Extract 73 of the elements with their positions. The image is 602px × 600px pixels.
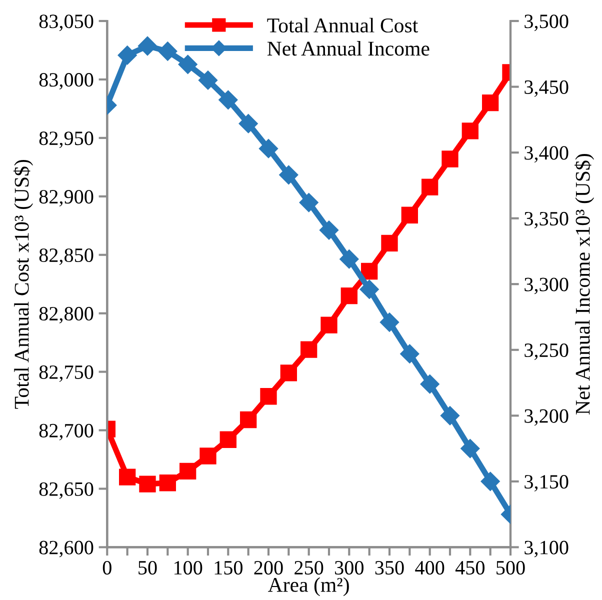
x-axis-title: Area (m²) <box>268 577 349 596</box>
x-tick-label: 500 <box>496 560 525 575</box>
point <box>442 150 458 168</box>
point <box>158 42 178 61</box>
point <box>380 312 400 332</box>
point <box>178 54 198 74</box>
point <box>340 287 358 304</box>
point <box>320 316 338 334</box>
point <box>340 250 359 269</box>
x-tick-label: 450 <box>455 560 484 575</box>
point <box>460 439 480 458</box>
x-tick-label: 300 <box>335 560 364 575</box>
point <box>462 122 478 140</box>
point <box>319 220 339 240</box>
point <box>381 234 398 252</box>
x-tick-label: 250 <box>294 560 324 575</box>
y2-tick-label: 3,100 <box>524 540 568 558</box>
point <box>240 411 257 428</box>
point <box>440 406 460 426</box>
point <box>159 474 176 492</box>
x-tick-label: 150 <box>214 560 242 575</box>
y2-tick-label: 3,400 <box>524 146 568 163</box>
point <box>401 206 418 224</box>
point <box>400 344 420 364</box>
point <box>118 46 137 65</box>
point <box>421 178 438 196</box>
point <box>360 262 378 280</box>
x-tick-label: 0 <box>102 560 112 575</box>
point <box>118 468 136 486</box>
point <box>258 139 278 158</box>
point <box>480 472 500 491</box>
point <box>279 165 298 184</box>
legend-label: Net Annual Income <box>267 41 430 56</box>
y-tick-label: 82,850 <box>39 248 94 265</box>
x-tick-label: 350 <box>375 560 404 575</box>
point <box>360 280 379 299</box>
point <box>198 70 218 90</box>
y2-axis-title: Net Annual Income x10³ (US$) <box>574 154 594 414</box>
point <box>299 193 318 212</box>
x-tick-label: 50 <box>138 560 157 575</box>
point <box>238 114 258 134</box>
point <box>300 341 318 358</box>
y-tick-label: 82,600 <box>39 540 94 558</box>
point <box>280 364 297 382</box>
y-tick-label: 82,650 <box>39 482 94 499</box>
y-tick-label: 83,050 <box>39 14 94 32</box>
y-axis-title: Total Annual Cost x10³ (US$) <box>14 160 34 409</box>
point <box>218 90 238 110</box>
legend-label: Total Annual Cost <box>267 18 418 32</box>
point <box>482 94 499 112</box>
point <box>138 36 158 56</box>
x-tick-label: 400 <box>415 560 444 575</box>
point <box>420 374 440 394</box>
x-tick-label: 200 <box>254 560 283 575</box>
y2-tick-label: 3,300 <box>524 278 568 294</box>
point <box>179 462 196 480</box>
y2-tick-label: 3,350 <box>524 212 568 228</box>
y-tick-label: 82,700 <box>39 424 94 440</box>
y-tick-label: 82,800 <box>39 306 94 324</box>
y-tick-label: 82,900 <box>39 190 94 206</box>
y-tick-label: 82,750 <box>39 365 94 382</box>
point <box>220 431 236 448</box>
point <box>260 388 277 405</box>
y2-tick-label: 3,150 <box>524 475 568 492</box>
y-tick-label: 82,950 <box>39 132 94 148</box>
point <box>200 448 216 464</box>
y2-tick-label: 3,450 <box>524 80 568 97</box>
y-tick-label: 83,000 <box>39 73 94 90</box>
y2-tick-label: 3,250 <box>524 343 568 360</box>
y2-tick-label: 3,200 <box>524 409 568 426</box>
y2-tick-label: 3,500 <box>524 14 568 32</box>
point <box>139 476 156 492</box>
x-tick-label: 100 <box>174 560 202 575</box>
